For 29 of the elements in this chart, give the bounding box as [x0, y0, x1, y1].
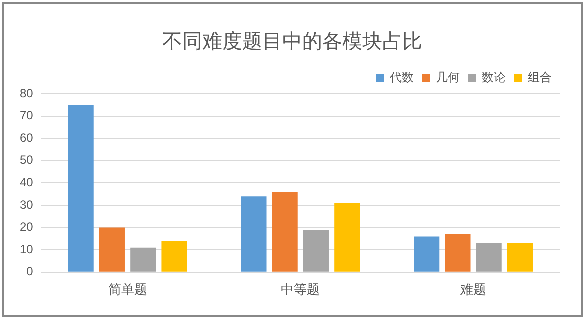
bar	[99, 228, 125, 272]
bar	[476, 243, 502, 272]
bar	[272, 192, 298, 272]
chart-title: 不同难度题目中的各模块占比	[162, 28, 424, 55]
bar	[241, 196, 267, 272]
bar	[162, 241, 188, 272]
y-tick-label: 30	[20, 198, 34, 212]
y-tick-label: 40	[20, 176, 34, 190]
x-tick-label: 中等题	[281, 282, 320, 297]
legend-label: 几何	[436, 70, 460, 84]
legend-label: 数论	[482, 70, 506, 84]
y-tick-label: 10	[20, 242, 34, 256]
legend-label: 代数	[389, 70, 414, 84]
legend-label: 组合	[528, 70, 552, 84]
bar	[334, 203, 360, 272]
bar	[130, 248, 156, 272]
y-tick-label: 0	[26, 264, 34, 279]
y-tick-label: 20	[20, 220, 34, 234]
y-tick-label: 80	[20, 86, 34, 100]
x-tick-label: 简单题	[108, 282, 148, 297]
y-tick-label: 50	[20, 153, 34, 168]
bar	[68, 105, 94, 272]
bar	[507, 243, 533, 272]
bar	[414, 236, 440, 272]
bar	[303, 230, 329, 272]
y-tick-label: 60	[20, 130, 34, 145]
x-tick-label: 难题	[460, 282, 487, 297]
y-tick-label: 70	[20, 108, 34, 123]
bar	[445, 234, 471, 272]
